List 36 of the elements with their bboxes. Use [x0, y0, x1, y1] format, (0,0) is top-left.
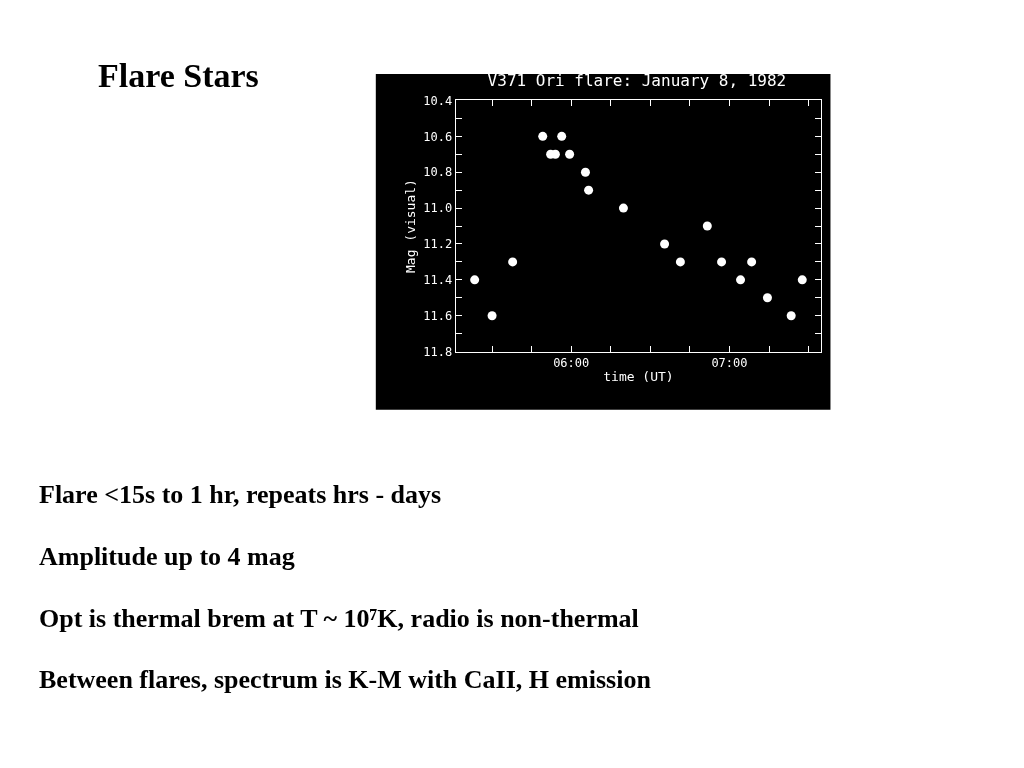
point — [538, 131, 548, 141]
y-tick-label: 11.0 — [423, 201, 453, 216]
point — [717, 257, 727, 267]
chart-title: V371 Ori flare: January 8, 1982 — [487, 70, 787, 90]
point — [702, 221, 712, 231]
point — [580, 167, 590, 177]
point — [584, 185, 594, 195]
y-tick-label: 10.8 — [423, 165, 453, 180]
y-tick-label: 10.4 — [423, 93, 453, 108]
point — [747, 257, 757, 267]
point — [487, 311, 497, 321]
point — [470, 275, 480, 285]
text: Flare Stars — [98, 57, 259, 94]
text: Opt is thermal brem at T ~ 10⁷K, radio is non-thermal — [39, 604, 639, 633]
y-axis-title: Mag (visual) — [403, 179, 419, 273]
point — [736, 275, 746, 285]
y-tick-label: 10.6 — [423, 129, 453, 144]
y-tick-label: 11.8 — [423, 344, 453, 359]
point — [675, 257, 685, 267]
point — [508, 257, 518, 267]
point — [786, 311, 796, 321]
x-axis-title: time (UT) — [603, 368, 674, 384]
point — [660, 239, 670, 249]
x-tick-label: 06:00 — [553, 355, 590, 370]
point — [762, 293, 772, 303]
text: Between flares, spectrum is K-M with CaII, H emission — [39, 665, 652, 694]
y-tick-label: 11.2 — [423, 237, 453, 252]
x-tick-label: 07:00 — [711, 355, 748, 370]
text: Flare <15s to 1 hr, repeats hrs - days — [39, 480, 442, 509]
y-tick-label: 11.4 — [423, 273, 453, 288]
y-tick-label: 11.6 — [423, 308, 453, 323]
text: Amplitude up to 4 mag — [39, 542, 295, 571]
point — [565, 149, 575, 159]
point — [557, 131, 567, 141]
point — [797, 275, 807, 285]
point — [618, 203, 628, 213]
